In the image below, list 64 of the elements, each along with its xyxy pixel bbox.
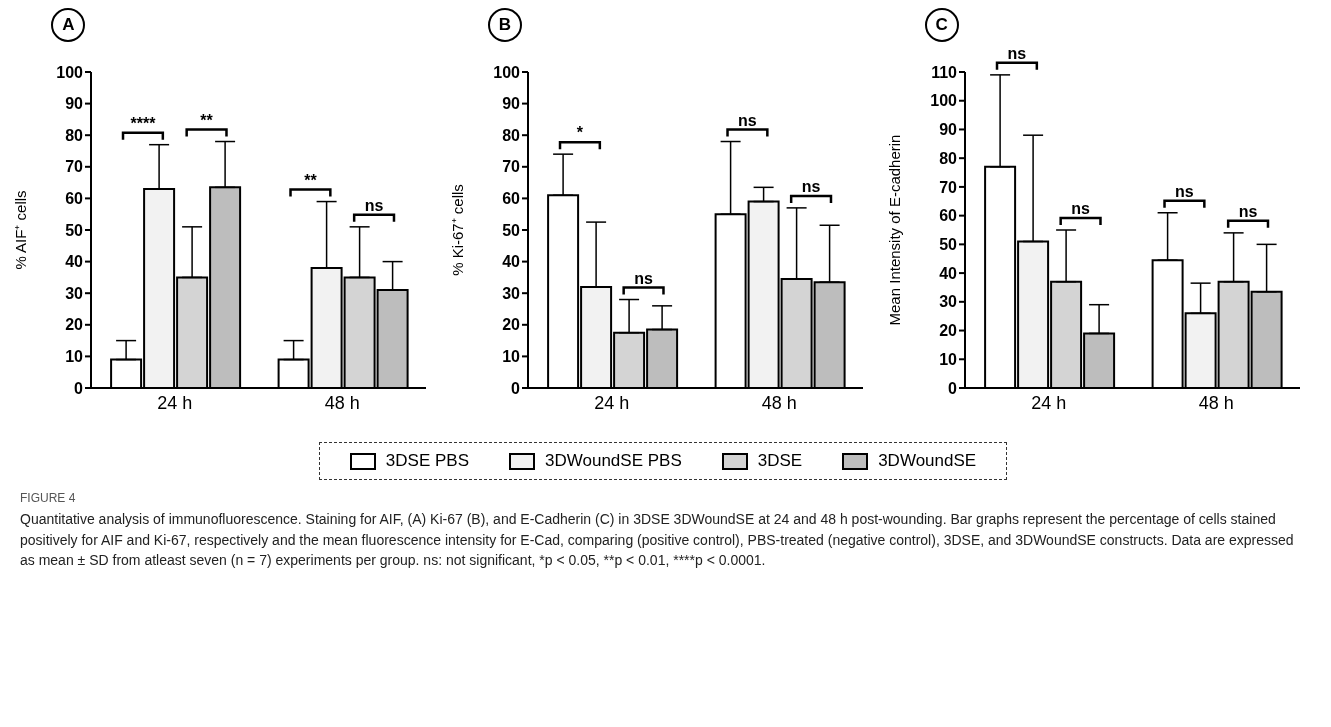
y-tick-label: 0: [511, 379, 521, 397]
y-tick-label: 0: [74, 379, 84, 397]
y-tick-label: 10: [938, 350, 957, 368]
legend-label: 3DWoundSE: [878, 451, 977, 471]
y-tick-label: 30: [65, 284, 84, 302]
y-tick-label: 90: [938, 121, 957, 139]
caption: FIGURE 4: [20, 490, 77, 507]
y-axis-title: % Ki-67⁺ cells: [449, 184, 467, 276]
y-tick-label: 50: [938, 236, 957, 254]
annotation: ns: [365, 196, 384, 214]
y-tick-label: 30: [502, 284, 521, 302]
chart-title: C: [924, 8, 959, 42]
annotation: ns: [634, 269, 653, 287]
x-tick-label: 24 h: [157, 392, 193, 413]
y-tick-label: 40: [938, 264, 957, 282]
y-tick-label: 10: [502, 348, 521, 366]
y-tick-label: 110: [930, 63, 957, 81]
y-tick-label: 20: [938, 322, 957, 340]
legend-label: 3DSE PBS: [385, 451, 470, 471]
y-tick-label: 80: [938, 149, 957, 167]
legend-label: 3DSE: [757, 451, 803, 471]
annotation: ns: [1238, 202, 1258, 220]
y-tick-label: 80: [65, 126, 84, 144]
annotation: ns: [738, 111, 757, 129]
y-tick-label: 50: [502, 221, 521, 239]
y-tick-label: 90: [502, 95, 521, 113]
annotation: *: [576, 124, 584, 142]
y-axis-title: % AIF⁺ cells: [12, 190, 30, 270]
annotation: **: [304, 171, 318, 189]
annotation: ns: [1070, 200, 1090, 217]
annotation: ****: [130, 114, 157, 132]
y-tick-label: 20: [502, 316, 521, 334]
y-tick-label: 60: [502, 190, 521, 208]
y-tick-label: 100: [493, 63, 521, 81]
y-tick-label: 100: [929, 92, 957, 110]
y-tick-label: 60: [65, 190, 84, 208]
y-tick-label: 70: [502, 158, 521, 176]
x-tick-label: 48 h: [761, 392, 797, 413]
y-axis-title: Mean Intensity of E-cadherin: [885, 134, 903, 326]
y-tick-label: 100: [56, 63, 84, 81]
y-tick-label: 90: [65, 95, 84, 113]
x-tick-label: 48 h: [325, 392, 361, 413]
annotation: ns: [801, 177, 821, 195]
y-tick-label: 70: [65, 158, 84, 176]
y-tick-label: 20: [65, 316, 84, 334]
y-tick-label: 60: [938, 207, 957, 225]
y-tick-label: 70: [938, 178, 957, 196]
y-tick-label: 10: [65, 348, 84, 366]
x-tick-label: 24 h: [594, 392, 630, 413]
chart-title: A: [51, 8, 86, 42]
y-tick-label: 30: [938, 293, 957, 311]
legend-label: 3DWoundSE PBS: [545, 451, 682, 471]
y-tick-label: 40: [502, 253, 521, 271]
chart-title: B: [487, 8, 522, 42]
annotation: **: [200, 111, 214, 129]
y-tick-label: 50: [65, 221, 84, 239]
annotation: ns: [1174, 182, 1194, 200]
x-tick-label: 24 h: [1030, 392, 1066, 413]
y-tick-label: 80: [502, 126, 521, 144]
x-tick-label: 48 h: [1198, 392, 1234, 413]
text: ns: [1007, 44, 1026, 62]
y-tick-label: 40: [65, 253, 84, 271]
text: Quantitative analysis of immunofluorescence. Staining for AIF, (A) Ki-67 (B), and E-Cadherin (C) in 3DSE 3DWoundSE at 24 and 48 h post-wounding. Bar graphs represent the percentage of cells stained positively for AIF and Ki-67, respectively and the mean fluorescence intensity for E-Cad, comparing (positive control), PBS-treated (negative control), 3DSE, and 3DWoundSE constructs. Data are expressed as mean ± SD from atleast seven (n = 7) experiments per group. ns: not significant, *p < 0.05, **p < 0.01, ****p < 0.0001.: [20, 510, 1295, 570]
y-tick-label: 0: [947, 379, 957, 397]
